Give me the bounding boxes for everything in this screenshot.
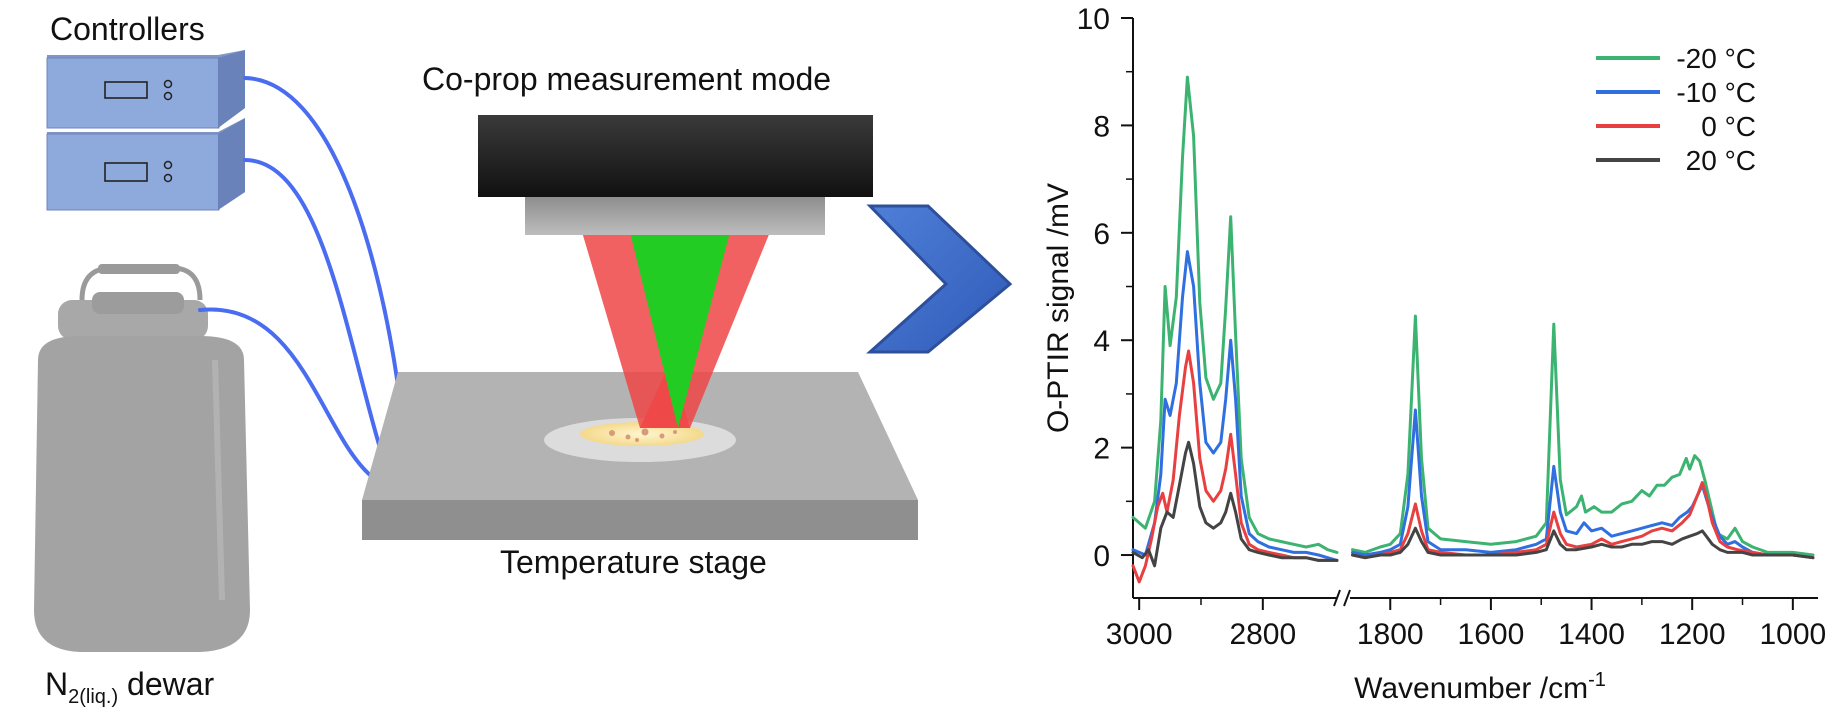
series-line--10C-seg0 bbox=[1131, 250, 1339, 562]
legend-label: -10 °C bbox=[1676, 77, 1756, 108]
objective bbox=[478, 115, 873, 235]
legend-label: 0 °C bbox=[1701, 111, 1756, 142]
y-tick-label: 10 bbox=[1077, 3, 1110, 36]
mode-label: Co-prop measurement mode bbox=[422, 61, 831, 97]
y-tick-label: 8 bbox=[1093, 110, 1110, 143]
cables bbox=[198, 76, 402, 477]
chevron-arrow-icon bbox=[866, 204, 1013, 354]
x-axis-title: Wavenumber /cm-1 bbox=[1354, 669, 1606, 705]
x-tick-label: 3000 bbox=[1106, 618, 1173, 651]
series-line--10C-seg1 bbox=[1351, 408, 1815, 560]
x-tick-label: 1400 bbox=[1558, 618, 1625, 651]
dewar-icon bbox=[34, 264, 250, 652]
x-tick-label: 1600 bbox=[1458, 618, 1525, 651]
axis-break-mark bbox=[1343, 589, 1351, 607]
beams bbox=[582, 232, 770, 428]
x-tick-label: 1000 bbox=[1759, 618, 1826, 651]
controller-unit-top bbox=[46, 50, 245, 129]
dewar-label: N2(liq.) dewar bbox=[45, 666, 215, 708]
y-tick-label: 2 bbox=[1093, 433, 1110, 466]
x-tick-label: 1200 bbox=[1659, 618, 1726, 651]
vis-beam bbox=[630, 232, 730, 428]
series-line-0C-seg0 bbox=[1131, 349, 1339, 584]
chart-axes bbox=[1121, 17, 1818, 610]
series-line--20C-seg0 bbox=[1131, 75, 1339, 554]
chart-series bbox=[1131, 75, 1815, 584]
y-axis-title: O-PTIR signal /mV bbox=[1042, 183, 1075, 433]
x-tick-label: 2800 bbox=[1229, 618, 1296, 651]
axis-break-mark bbox=[1333, 589, 1341, 607]
y-tick-label: 4 bbox=[1093, 325, 1110, 358]
controller-display-icon bbox=[104, 81, 148, 99]
spectrum-chart: 0 2 4 6 8 10 3000 2800 1800 1600 1400 1200 1000 O-PTI… bbox=[1042, 3, 1826, 705]
chart-labels: 0 2 4 6 8 10 3000 2800 1800 1600 1400 1200 1000 O-PTI… bbox=[1042, 3, 1826, 705]
schematic: Controllers N2(liq.) de bbox=[34, 11, 1013, 708]
series-2 bbox=[1131, 349, 1815, 584]
y-tick-label: 0 bbox=[1093, 540, 1110, 573]
series-line--20C-seg1 bbox=[1351, 314, 1815, 557]
series-1 bbox=[1131, 250, 1815, 562]
controller-knob-icon bbox=[163, 79, 173, 89]
series-line-20C-seg1 bbox=[1351, 526, 1815, 560]
legend-label: 20 °C bbox=[1686, 145, 1756, 176]
controllers-label: Controllers bbox=[50, 11, 205, 47]
x-tick-label: 1800 bbox=[1357, 618, 1424, 651]
series-line-0C-seg1 bbox=[1351, 481, 1815, 560]
stage-label: Temperature stage bbox=[500, 544, 767, 580]
legend-label: -20 °C bbox=[1676, 43, 1756, 74]
series-line-20C-seg0 bbox=[1131, 440, 1339, 568]
y-tick-label: 6 bbox=[1093, 218, 1110, 251]
series-3 bbox=[1131, 440, 1815, 568]
controller-unit-bottom bbox=[46, 118, 245, 211]
chart-legend: -20 °C-10 °C0 °C20 °C bbox=[1596, 43, 1756, 176]
